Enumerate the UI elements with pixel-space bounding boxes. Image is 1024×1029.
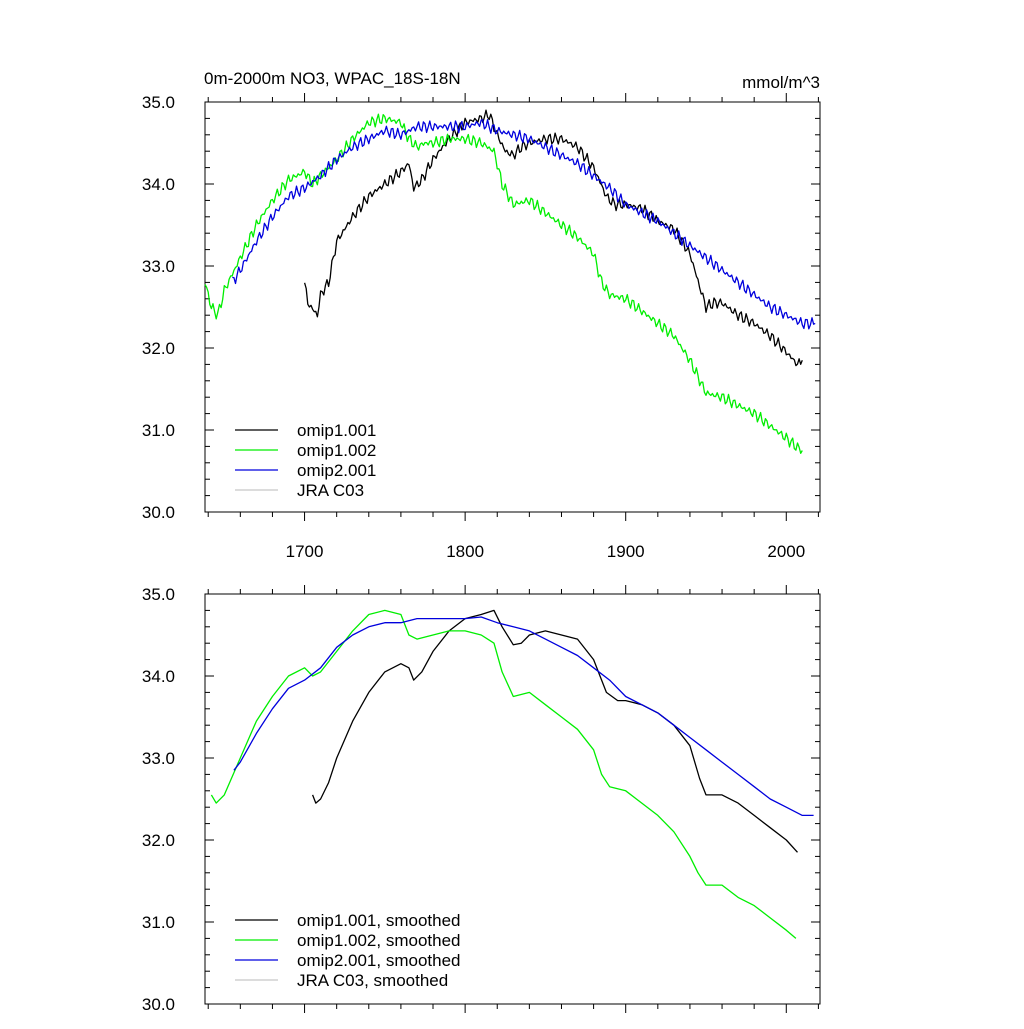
y-tick-label: 32.0 (142, 831, 175, 850)
x-tick-label: 1800 (446, 542, 484, 561)
series-line-omip2-001 (232, 119, 816, 330)
series-line-omip1-001 (303, 109, 803, 367)
legend-label: omip2.001 (297, 461, 376, 480)
legend-label: omip2.001, smoothed (297, 951, 461, 970)
series-line-omip1-002-smoothed (210, 609, 797, 939)
legend-label: omip1.001, smoothed (297, 911, 461, 930)
plot-frame (204, 593, 821, 1005)
y-tick-label: 35.0 (142, 585, 175, 604)
y-tick-label: 31.0 (142, 913, 175, 932)
legend-label: omip1.001 (297, 421, 376, 440)
y-tick-label: 33.0 (142, 257, 175, 276)
x-tick-label: 1900 (607, 542, 645, 561)
y-tick-label: 30.0 (142, 995, 175, 1014)
y-tick-label: 33.0 (142, 749, 175, 768)
series-line-omip2-001-smoothed (233, 616, 814, 817)
y-tick-label: 31.0 (142, 421, 175, 440)
series-line-omip1-002 (204, 113, 803, 454)
legend-label: JRA C03 (297, 481, 364, 500)
bottom-panel: 30.0 31.0 32.0 33.0 34.0 35.0 omip1.001, smoot… (142, 585, 821, 1014)
units-label: mmol/m^3 (742, 73, 820, 92)
legend-label: omip1.002 (297, 441, 376, 460)
series-line-omip1-001-smoothed (311, 609, 798, 853)
x-tick-label: 1700 (286, 542, 324, 561)
y-tick-label: 34.0 (142, 667, 175, 686)
y-tick-label: 34.0 (142, 175, 175, 194)
y-tick-label: 35.0 (142, 93, 175, 112)
legend-label: omip1.002, smoothed (297, 931, 461, 950)
chart-title: 0m-2000m NO3, WPAC_18S-18N (204, 69, 461, 88)
y-tick-label: 30.0 (142, 503, 175, 522)
y-tick-label: 32.0 (142, 339, 175, 358)
x-tick-label: 2000 (767, 542, 805, 561)
plot-frame (204, 101, 821, 513)
top-panel: 30.0 31.0 32.0 33.0 34.0 35.0 1700 1800 1900 2000… (142, 93, 821, 561)
legend-label: JRA C03, smoothed (297, 971, 448, 990)
